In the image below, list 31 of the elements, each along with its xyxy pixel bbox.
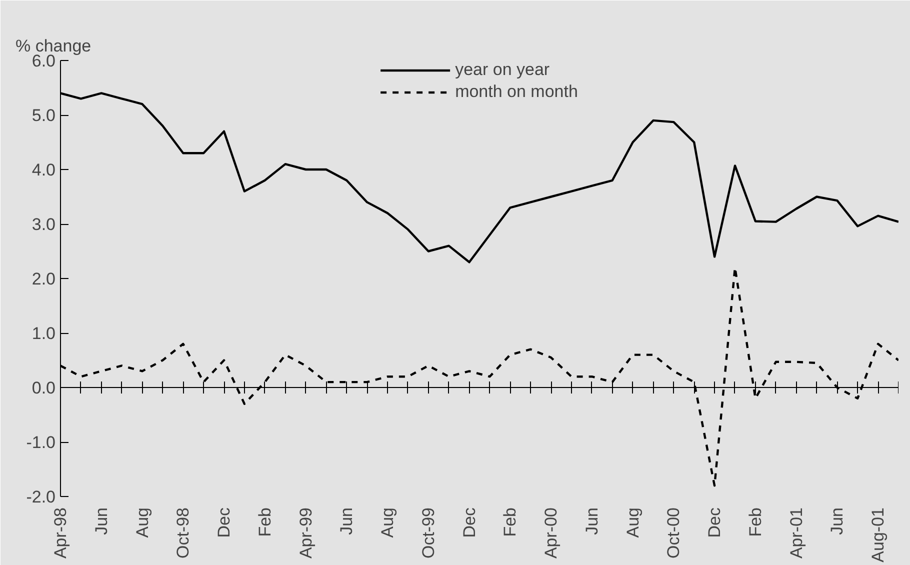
x-tick-label: Apr-01 [786,507,806,559]
x-tick-label: Dec [460,507,479,538]
y-tick-label: 1.0 [32,324,56,343]
y-tick-label: -1.0 [26,433,56,452]
y-tick-label: 4.0 [32,160,56,180]
x-tick-label: Apr-98 [51,507,70,559]
x-tick-label: Oct-99 [418,507,438,559]
x-tick-label: Dec [705,507,724,538]
x-tick-label: Jun [582,507,602,535]
x-tick-label: Dec [214,507,234,538]
x-tick-label: Aug [378,508,398,538]
legend-label: year on year [455,60,550,80]
y-tick-label: 5.0 [32,106,56,125]
y-tick-label: 3.0 [32,215,56,234]
y-tick-label: -2.0 [26,488,56,506]
x-tick-label: Aug [132,508,152,538]
x-tick-label: Aug [623,508,642,538]
legend-label: month on month [455,82,578,102]
y-tick-label: 2.0 [32,270,56,288]
x-tick-label: Apr-99 [296,507,316,559]
x-tick-label: Apr-00 [542,507,561,559]
x-tick-label: Oct-00 [664,507,684,559]
x-tick-label: Jun [828,507,847,535]
x-tick-label: Feb [500,507,520,537]
x-tick-label: Feb [255,507,274,537]
x-tick-label: Oct-98 [174,507,193,559]
y-tick-label: 0.0 [32,378,56,398]
x-tick-label: Aug-01 [868,507,888,562]
x-tick-label: Jun [92,507,111,535]
x-tick-label: Jun [337,507,356,535]
x-tick-label: Feb [746,507,765,537]
